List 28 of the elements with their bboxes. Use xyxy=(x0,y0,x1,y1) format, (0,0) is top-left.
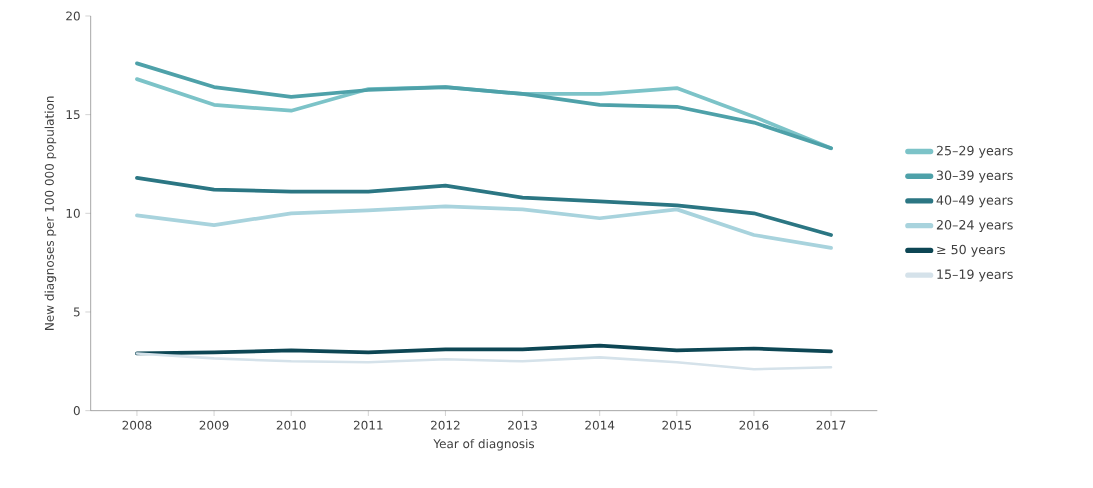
y-tick-label: 20 xyxy=(66,11,80,21)
x-tick-label: 2010 xyxy=(276,420,306,430)
y-tick-label: 15 xyxy=(66,110,80,120)
legend-label: ≥ 50 years xyxy=(937,244,1005,257)
x-tick-label: 2011 xyxy=(353,420,383,430)
y-tick-label: 5 xyxy=(73,307,80,317)
legend-label: 20–24 years xyxy=(936,219,1013,233)
line-series xyxy=(135,352,833,371)
x-tick-label: 2013 xyxy=(508,420,537,430)
line-series xyxy=(135,175,833,237)
y-tick-label: 0 xyxy=(73,406,80,416)
legend-label: 40–49 years xyxy=(936,195,1013,208)
legend-label: 30–39 years xyxy=(936,170,1013,183)
x-tick-label: 2015 xyxy=(662,420,692,430)
x-axis-title: Year of diagnosis xyxy=(433,438,535,451)
x-tick-label: 2009 xyxy=(199,420,229,430)
x-tick-label: 2016 xyxy=(739,420,769,430)
x-tick-label: 2008 xyxy=(122,420,152,430)
y-tick-label: 10 xyxy=(66,208,80,218)
legend-label: 15–19 years xyxy=(937,269,1013,282)
line-series xyxy=(135,61,833,151)
legend-label: 25–29 years xyxy=(936,145,1013,158)
x-tick-label: 2012 xyxy=(431,420,460,430)
y-axis-title: New diagnoses per 100 000 population xyxy=(44,96,57,330)
x-tick-label: 2017 xyxy=(816,420,846,430)
x-tick-label: 2014 xyxy=(585,420,615,430)
line-series xyxy=(135,204,833,250)
line-series xyxy=(135,343,833,356)
